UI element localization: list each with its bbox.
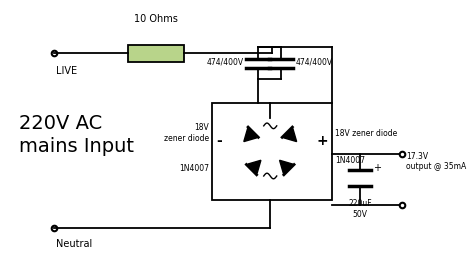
Polygon shape [247,160,261,173]
Text: 474/400V: 474/400V [207,57,244,66]
Text: +: + [316,134,328,148]
Text: 18V
zener diode: 18V zener diode [164,123,209,143]
Text: 1N4007: 1N4007 [179,164,209,173]
Text: -: - [216,134,222,148]
Text: 1N4007: 1N4007 [335,156,365,165]
Text: LIVE: LIVE [56,66,77,76]
Text: 17.3V
output @ 35mA: 17.3V output @ 35mA [406,152,466,171]
Text: 220V AC
mains Input: 220V AC mains Input [19,114,135,156]
Text: 474/400V: 474/400V [295,57,332,66]
Text: 10 Ohms: 10 Ohms [134,14,178,24]
Text: Neutral: Neutral [56,239,92,249]
Polygon shape [283,128,297,142]
Text: +: + [374,163,381,173]
Polygon shape [280,160,293,173]
Text: 18V zener diode: 18V zener diode [335,129,398,138]
Bar [128,45,184,62]
Polygon shape [244,128,257,142]
Text: 220uF
50V: 220uF 50V [348,199,372,219]
Bar [212,103,332,200]
